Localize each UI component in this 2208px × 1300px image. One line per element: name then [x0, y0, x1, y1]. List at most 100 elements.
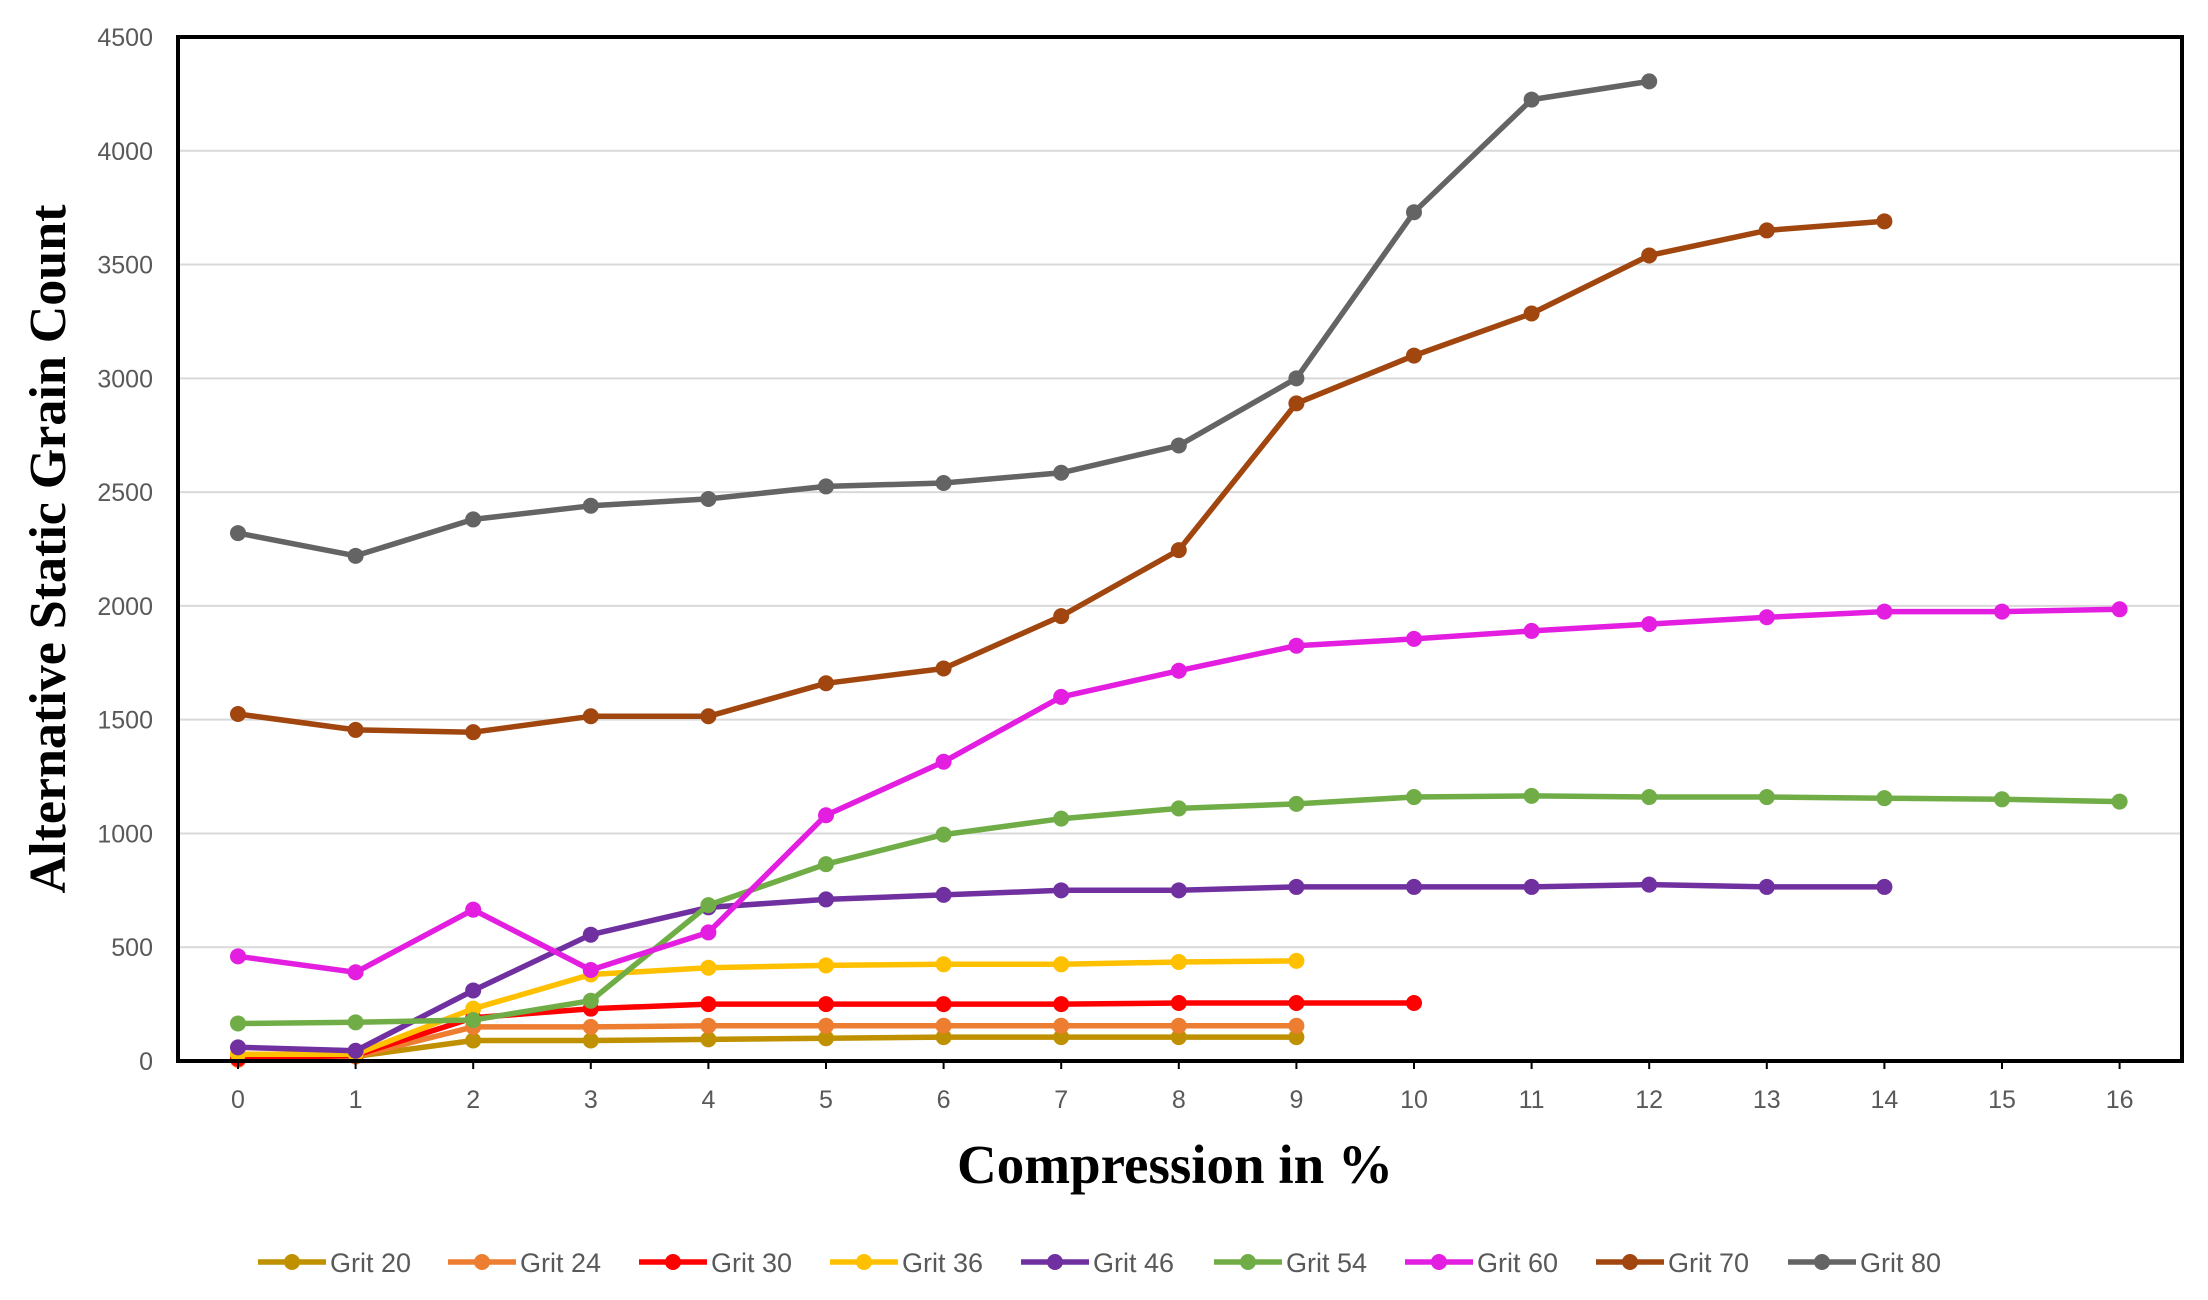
y-tick-label: 1000 — [97, 820, 153, 848]
y-tick-label: 4000 — [97, 138, 153, 166]
data-point-grit-70 — [1876, 213, 1893, 230]
data-point-grit-60 — [935, 753, 952, 770]
y-tick-label: 0 — [139, 1048, 153, 1076]
data-point-grit-36 — [700, 959, 717, 976]
data-point-grit-54 — [1758, 789, 1775, 806]
legend-swatch-marker — [474, 1254, 490, 1270]
x-tick-label: 13 — [1753, 1086, 1781, 1114]
data-point-grit-46 — [1053, 882, 1070, 899]
data-point-grit-60 — [230, 948, 246, 965]
data-point-grit-54 — [1994, 791, 2010, 808]
data-point-grit-24 — [700, 1017, 717, 1034]
data-point-grit-20 — [818, 1030, 834, 1047]
plot-frame — [176, 35, 2184, 1063]
legend-item-grit-54: Grit 54 — [1214, 1248, 1367, 1278]
legend-label: Grit 30 — [711, 1248, 792, 1278]
legend-item-grit-30: Grit 30 — [639, 1248, 792, 1278]
legend-item-grit-46: Grit 46 — [1021, 1248, 1174, 1278]
data-point-grit-20 — [935, 1029, 952, 1046]
data-point-grit-46 — [1523, 878, 1540, 895]
y-tick-label: 500 — [111, 934, 153, 962]
y-axis-title: Alternative Static Grain Count — [20, 204, 77, 894]
x-tick-label: 4 — [701, 1086, 715, 1114]
legend-label: Grit 24 — [520, 1248, 601, 1278]
data-point-grit-70 — [1288, 395, 1305, 412]
data-point-grit-46 — [1170, 882, 1187, 899]
legend-swatch-marker — [284, 1254, 300, 1270]
legend-swatch-marker — [665, 1254, 681, 1270]
legend-swatch-marker — [856, 1254, 872, 1270]
legend-label: Grit 46 — [1093, 1248, 1174, 1278]
data-point-grit-80 — [1170, 437, 1187, 454]
x-tick-label: 15 — [1988, 1086, 2016, 1114]
data-point-grit-54 — [582, 992, 599, 1009]
legend-swatch-marker — [1240, 1254, 1256, 1270]
data-point-grit-80 — [465, 511, 482, 528]
legend: Grit 20 Grit 24 Grit 30 Grit 36 Grit 46 Grit … — [258, 1248, 1941, 1278]
data-point-grit-30 — [1406, 994, 1422, 1011]
data-point-grit-20 — [582, 1032, 599, 1049]
legend-item-grit-24: Grit 24 — [448, 1248, 601, 1278]
data-point-grit-54 — [1406, 789, 1422, 806]
data-point-grit-54 — [230, 1015, 246, 1032]
data-point-grit-46 — [582, 926, 599, 943]
data-point-grit-36 — [1288, 952, 1305, 969]
data-point-grit-60 — [1406, 630, 1422, 647]
data-point-grit-46 — [1406, 878, 1422, 895]
series-grit-46 — [230, 876, 1893, 1059]
data-point-grit-60 — [700, 924, 717, 941]
data-point-grit-80 — [1288, 370, 1305, 387]
series-grit-80 — [230, 73, 1658, 564]
data-point-grit-54 — [1288, 795, 1305, 812]
gridlines — [178, 149, 2182, 949]
x-tick-label: 14 — [1870, 1086, 1898, 1114]
data-point-grit-46 — [935, 886, 952, 903]
data-point-grit-60 — [1523, 622, 1540, 639]
data-point-grit-70 — [1053, 608, 1070, 625]
data-point-grit-30 — [935, 996, 952, 1013]
x-tick-label: 12 — [1635, 1086, 1663, 1114]
data-point-grit-80 — [818, 478, 834, 495]
x-tick-label: 2 — [466, 1086, 480, 1114]
data-point-grit-54 — [1523, 787, 1540, 804]
data-point-grit-30 — [1170, 994, 1187, 1011]
data-point-grit-70 — [465, 724, 482, 741]
data-point-grit-20 — [700, 1031, 717, 1048]
data-point-grit-30 — [1288, 994, 1305, 1011]
data-point-grit-60 — [347, 964, 364, 981]
data-point-grit-54 — [1053, 810, 1070, 827]
series-grit-70 — [230, 213, 1893, 741]
legend-label: Grit 70 — [1668, 1248, 1749, 1278]
data-point-grit-80 — [1641, 73, 1658, 90]
y-tick-label: 2000 — [97, 593, 153, 621]
data-point-grit-30 — [818, 996, 834, 1013]
series-grit-54 — [230, 787, 2128, 1032]
data-point-grit-60 — [1288, 637, 1305, 654]
series-line-grit-24 — [235, 1022, 1300, 1063]
legend-label: Grit 60 — [1477, 1248, 1558, 1278]
y-tick-label: 3000 — [97, 365, 153, 393]
legend-item-grit-60: Grit 60 — [1405, 1248, 1558, 1278]
legend-swatch-marker — [1431, 1254, 1447, 1270]
data-point-grit-46 — [1641, 876, 1658, 893]
data-point-grit-54 — [1641, 789, 1658, 806]
data-point-grit-80 — [582, 497, 599, 514]
data-point-grit-80 — [1406, 204, 1422, 221]
legend-label: Grit 54 — [1286, 1248, 1367, 1278]
data-point-grit-20 — [1170, 1029, 1187, 1046]
x-tick-label: 5 — [819, 1086, 833, 1114]
data-point-grit-46 — [347, 1042, 364, 1059]
data-point-grit-60 — [582, 961, 599, 978]
x-axis-title: Compression in % — [957, 1134, 1393, 1195]
series-line-grit-36 — [235, 958, 1300, 1057]
x-tick-label: 11 — [1519, 1086, 1545, 1114]
x-axis-ticks: 0 1 2 3 4 5 6 7 8 9 10 11 12 13 14 15 16 — [231, 1061, 2134, 1114]
data-point-grit-70 — [1406, 347, 1422, 364]
legend-swatch-marker — [1814, 1254, 1830, 1270]
y-tick-label: 3500 — [97, 252, 153, 280]
data-point-grit-70 — [935, 660, 952, 677]
data-point-grit-80 — [230, 525, 246, 542]
data-point-grit-70 — [1523, 305, 1540, 322]
data-point-grit-70 — [818, 675, 834, 692]
data-point-grit-20 — [465, 1032, 482, 1049]
